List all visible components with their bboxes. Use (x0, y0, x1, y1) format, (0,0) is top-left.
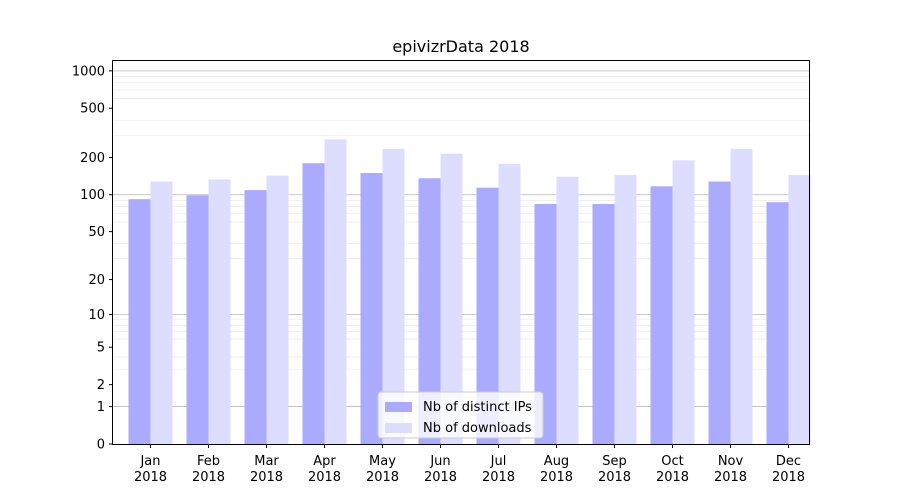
y-tick-label: 0 (97, 438, 105, 453)
y-tick-label: 1 (97, 400, 105, 415)
x-tick-label-month: May (369, 454, 396, 469)
bar-downloads (788, 174, 811, 444)
bar-distinct-ips (302, 163, 325, 444)
bar-distinct-ips (592, 204, 615, 444)
y-axis: 0 1 2 5 10 20 50 100 200 500 1000 (72, 64, 113, 453)
x-tick-label-year: 2018 (250, 470, 283, 485)
y-tick-label: 5 (97, 341, 105, 356)
bar-downloads (208, 179, 231, 444)
x-tick-label-year: 2018 (656, 470, 689, 485)
bar-distinct-ips (360, 173, 383, 444)
bar-downloads (672, 160, 695, 444)
x-tick-label-month: Aug (544, 454, 569, 469)
legend-box (377, 391, 544, 439)
y-tick-label: 50 (88, 225, 105, 240)
x-tick-label-month: Feb (197, 454, 220, 469)
bar-downloads (730, 148, 753, 444)
legend-swatch-downloads (385, 423, 412, 433)
x-tick-label-month: Jan (139, 454, 160, 469)
x-tick-label-year: 2018 (540, 470, 573, 485)
x-tick-label-month: Apr (313, 454, 336, 469)
bar-distinct-ips (418, 178, 441, 444)
bar-downloads (324, 139, 347, 444)
y-tick-label: 10 (88, 308, 105, 323)
x-tick-label-year: 2018 (308, 470, 341, 485)
legend-swatch-distinct-ips (385, 402, 412, 412)
bar-downloads (614, 174, 637, 444)
y-tick-label: 200 (80, 151, 105, 166)
bar-distinct-ips (128, 199, 151, 444)
x-tick-label-month: Nov (718, 454, 744, 469)
x-tick-label-month: Sep (602, 454, 627, 469)
x-tick-label-month: Dec (776, 454, 801, 469)
y-tick-label: 20 (88, 273, 105, 288)
bar-distinct-ips (650, 186, 673, 444)
legend-label-downloads: Nb of downloads (423, 421, 532, 436)
bar-downloads (556, 176, 579, 444)
bar-downloads (150, 181, 173, 444)
bar-downloads (266, 175, 289, 444)
y-tick-label: 100 (80, 188, 105, 203)
legend-label-distinct-ips: Nb of distinct IPs (423, 400, 532, 415)
x-tick-label-month: Jul (490, 454, 507, 469)
x-tick-label-year: 2018 (714, 470, 747, 485)
x-tick-label-year: 2018 (134, 470, 167, 485)
bar-downloads (382, 148, 405, 444)
y-tick-label: 500 (80, 102, 105, 117)
bar-distinct-ips (766, 202, 789, 444)
x-tick-label-year: 2018 (772, 470, 805, 485)
x-tick-label-year: 2018 (366, 470, 399, 485)
bars (128, 139, 811, 444)
x-tick-label-month: Jun (429, 454, 450, 469)
x-axis: Jan2018Feb2018Mar2018Apr2018May2018Jun20… (134, 444, 805, 485)
y-tick-label: 2 (97, 378, 105, 393)
x-tick-label-year: 2018 (598, 470, 631, 485)
x-tick-label-month: Mar (254, 454, 279, 469)
chart-title: epivizrData 2018 (392, 37, 529, 56)
bar-distinct-ips (476, 187, 499, 444)
legend: Nb of distinct IPs Nb of downloads (377, 391, 544, 439)
x-tick-label-year: 2018 (192, 470, 225, 485)
bar-downloads (498, 163, 521, 444)
x-tick-label-month: Oct (661, 454, 683, 469)
bar-distinct-ips (186, 195, 209, 444)
bar-downloads (440, 153, 463, 444)
bar-distinct-ips (708, 181, 731, 444)
plot-area-frame (112, 60, 810, 445)
x-tick-label-year: 2018 (424, 470, 457, 485)
x-tick-label-year: 2018 (482, 470, 515, 485)
bar-distinct-ips (244, 190, 267, 444)
y-tick-label: 1000 (72, 64, 105, 79)
bar-distinct-ips (534, 204, 557, 444)
